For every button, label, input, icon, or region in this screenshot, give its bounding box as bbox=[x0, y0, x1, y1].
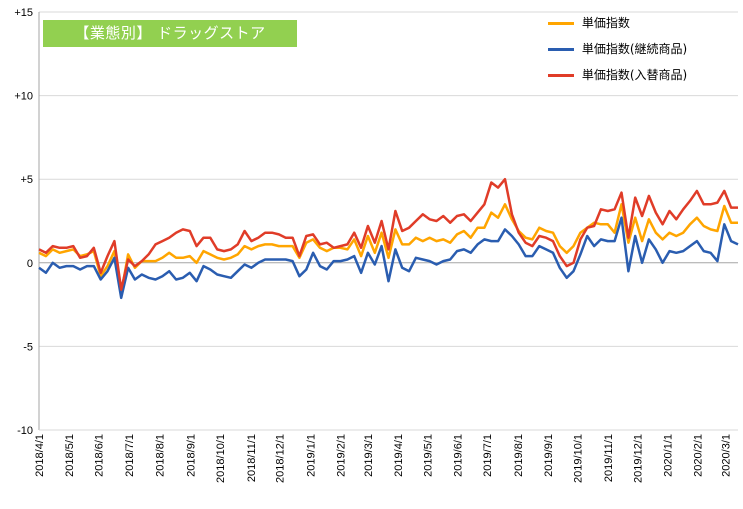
x-tick-label-6: 2018/10/1 bbox=[215, 434, 227, 483]
x-tick-label-16: 2019/8/1 bbox=[513, 434, 525, 477]
x-tick-label-12: 2019/4/1 bbox=[393, 434, 405, 477]
series-lines bbox=[38, 177, 739, 300]
x-tick-label-15: 2019/7/1 bbox=[482, 434, 494, 477]
legend-swatch-1 bbox=[548, 48, 574, 51]
legend-label-2: 単価指数(入替商品) bbox=[581, 68, 688, 82]
legend-label-0: 単価指数 bbox=[581, 16, 630, 30]
x-tick-label-8: 2018/12/1 bbox=[275, 434, 287, 483]
y-tick-label-5: -10 bbox=[17, 425, 33, 437]
legend: 単価指数 単価指数(継続商品) 単価指数(入替商品) bbox=[548, 14, 687, 92]
x-tick-label-3: 2018/7/1 bbox=[124, 434, 136, 477]
x-tick-label-13: 2019/5/1 bbox=[423, 434, 435, 477]
legend-swatch-2 bbox=[548, 74, 574, 77]
y-tick-label-1: +10 bbox=[14, 91, 33, 103]
legend-swatch-0 bbox=[548, 22, 574, 25]
x-tick-label-2: 2018/6/1 bbox=[94, 434, 106, 477]
x-tick-label-19: 2019/11/1 bbox=[603, 434, 615, 482]
x-tick-label-4: 2018/8/1 bbox=[155, 434, 167, 477]
y-tick-label-2: +5 bbox=[20, 174, 33, 186]
x-tick-label-23: 2020/3/1 bbox=[721, 434, 733, 477]
series-line-0 bbox=[38, 203, 738, 295]
y-tick-label-3: 0 bbox=[27, 258, 33, 270]
legend-item-1: 単価指数(継続商品) bbox=[548, 40, 687, 66]
y-tick-labels: +15 +10 +5 0 -5 -10 bbox=[14, 7, 33, 437]
y-tick-label-4: -5 bbox=[23, 341, 33, 353]
axes bbox=[38, 12, 738, 431]
series-line-1 bbox=[38, 216, 739, 300]
y-tick-label-0: +15 bbox=[14, 7, 33, 19]
x-tick-label-17: 2019/9/1 bbox=[543, 434, 555, 477]
series-line-2 bbox=[38, 177, 738, 291]
x-tick-label-0: 2018/4/1 bbox=[34, 434, 46, 477]
x-tick-label-5: 2018/9/1 bbox=[185, 434, 197, 477]
x-tick-label-1: 2018/5/1 bbox=[64, 434, 76, 477]
x-tick-label-7: 2018/11/1 bbox=[246, 434, 258, 482]
legend-item-2: 単価指数(入替商品) bbox=[548, 66, 687, 92]
x-tick-labels: 2018/4/1 2018/5/1 2018/6/1 2018/7/1 2018/8/1… bbox=[34, 434, 733, 483]
x-tick-label-11: 2019/3/1 bbox=[363, 434, 375, 477]
x-tick-label-9: 2019/1/1 bbox=[305, 434, 317, 477]
legend-label-1: 単価指数(継続商品) bbox=[581, 42, 688, 56]
x-tick-label-10: 2019/2/1 bbox=[336, 434, 348, 477]
chart-title: 【業態別】 ドラッグストア bbox=[43, 20, 297, 47]
x-tick-label-21: 2020/1/1 bbox=[662, 434, 674, 477]
x-tick-label-22: 2020/2/1 bbox=[693, 434, 705, 477]
x-tick-label-14: 2019/6/1 bbox=[453, 434, 465, 477]
x-tick-label-18: 2019/10/1 bbox=[573, 434, 585, 483]
x-tick-label-20: 2019/12/1 bbox=[632, 434, 644, 483]
legend-item-0: 単価指数 bbox=[548, 14, 687, 40]
